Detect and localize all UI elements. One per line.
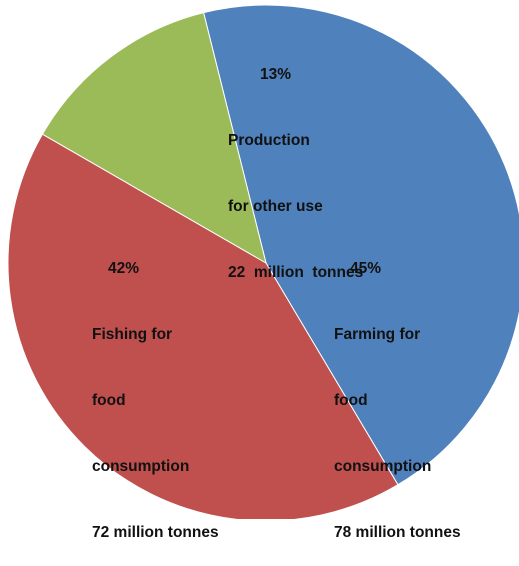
slice-percent-fishing: 42%	[108, 260, 140, 277]
slice-line-other-use-2: for other use	[228, 198, 323, 215]
slice-line-fishing-3: consumption	[92, 458, 190, 475]
slice-line-other-use-1: Production	[228, 132, 310, 149]
pie-chart	[7, 4, 519, 519]
slice-line-farming-3: consumption	[334, 458, 432, 475]
slice-line-fishing-1: Fishing for	[92, 326, 173, 343]
slice-label-other-use: 13% Production for other use 22 million …	[228, 20, 363, 306]
slice-label-fishing: 42% Fishing for food consumption 72 mill…	[92, 214, 219, 566]
slice-line-farming-1: Farming for	[334, 326, 421, 343]
pie-slice-farming	[202, 4, 519, 486]
slice-line-farming-2: food	[334, 392, 368, 409]
slice-line-fishing-4: 72 million tonnes	[92, 524, 219, 541]
slice-percent-other-use: 13%	[260, 66, 292, 83]
pie-slice-fishing	[7, 133, 399, 519]
slice-line-farming-4: 78 million tonnes	[334, 524, 461, 541]
slice-percent-farming: 45%	[350, 260, 382, 277]
pie-slice-other-use	[41, 12, 267, 265]
slice-line-fishing-2: food	[92, 392, 126, 409]
slice-line-other-use-3: 22 million tonnes	[228, 264, 364, 281]
